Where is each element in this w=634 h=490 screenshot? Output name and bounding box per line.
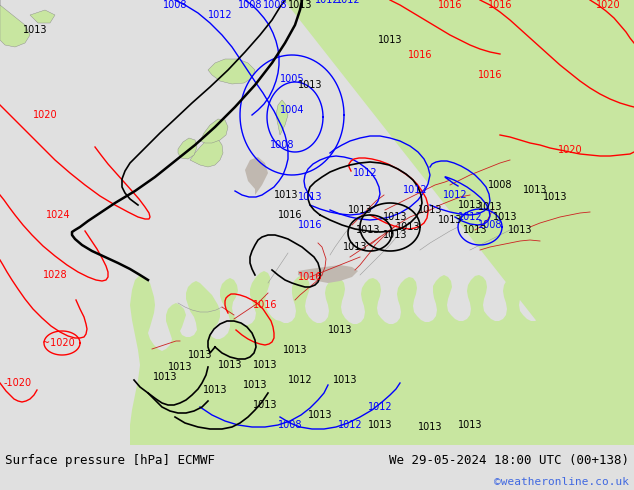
Polygon shape bbox=[276, 100, 288, 135]
Text: 1020: 1020 bbox=[558, 145, 582, 155]
Text: 1012: 1012 bbox=[335, 0, 360, 5]
Text: 1013: 1013 bbox=[396, 222, 420, 232]
Text: Surface pressure [hPa] ECMWF: Surface pressure [hPa] ECMWF bbox=[5, 454, 215, 467]
Text: 1008: 1008 bbox=[269, 140, 294, 150]
Polygon shape bbox=[208, 59, 255, 84]
Polygon shape bbox=[0, 0, 30, 47]
Text: 1013: 1013 bbox=[203, 385, 227, 395]
Text: 1008: 1008 bbox=[163, 0, 187, 10]
Text: 1013: 1013 bbox=[356, 225, 380, 235]
Text: 1013: 1013 bbox=[368, 420, 392, 430]
Text: 1013: 1013 bbox=[333, 375, 357, 385]
Text: 1012: 1012 bbox=[458, 212, 482, 222]
Text: 1013: 1013 bbox=[188, 350, 212, 360]
Text: 1013: 1013 bbox=[307, 410, 332, 420]
Text: 1012: 1012 bbox=[353, 168, 377, 178]
Polygon shape bbox=[245, 157, 268, 195]
Text: 1016: 1016 bbox=[437, 0, 462, 10]
Text: 1008: 1008 bbox=[478, 220, 502, 230]
Text: 1005: 1005 bbox=[280, 74, 304, 84]
Text: 1013: 1013 bbox=[253, 360, 277, 370]
Text: 1013: 1013 bbox=[458, 200, 482, 210]
Text: 1016: 1016 bbox=[253, 300, 277, 310]
Text: 1013: 1013 bbox=[328, 325, 353, 335]
Polygon shape bbox=[130, 0, 634, 445]
Text: 1013: 1013 bbox=[288, 0, 313, 10]
Polygon shape bbox=[200, 119, 228, 143]
Text: 1013: 1013 bbox=[383, 230, 407, 240]
Text: 1016: 1016 bbox=[478, 70, 502, 80]
Text: 1016: 1016 bbox=[278, 210, 302, 220]
Text: 1013: 1013 bbox=[418, 205, 443, 215]
Text: 1004: 1004 bbox=[280, 105, 304, 115]
Text: 1016: 1016 bbox=[298, 220, 322, 230]
Text: 1013: 1013 bbox=[348, 205, 372, 215]
Text: 1012: 1012 bbox=[403, 185, 427, 195]
Text: 1008: 1008 bbox=[488, 180, 512, 190]
Text: 1013: 1013 bbox=[543, 192, 567, 202]
Text: 1012: 1012 bbox=[338, 420, 362, 430]
Text: 1008: 1008 bbox=[262, 0, 287, 10]
Text: 1013: 1013 bbox=[253, 400, 277, 410]
Text: 1020: 1020 bbox=[596, 0, 620, 10]
Text: ~1020: ~1020 bbox=[42, 338, 74, 348]
Polygon shape bbox=[30, 10, 55, 23]
Text: 1013: 1013 bbox=[378, 35, 402, 45]
Text: 1013: 1013 bbox=[493, 212, 517, 222]
Text: -1020: -1020 bbox=[4, 378, 32, 388]
Polygon shape bbox=[190, 137, 223, 167]
Text: 1012: 1012 bbox=[443, 190, 467, 200]
Text: 1013: 1013 bbox=[298, 192, 322, 202]
Text: 1013: 1013 bbox=[283, 345, 307, 355]
Text: 1020: 1020 bbox=[33, 110, 57, 120]
Text: 1012: 1012 bbox=[368, 402, 392, 412]
Text: 1013: 1013 bbox=[274, 190, 298, 200]
Text: 1008: 1008 bbox=[238, 0, 262, 10]
Text: 1028: 1028 bbox=[42, 270, 67, 280]
Text: 1024: 1024 bbox=[46, 210, 70, 220]
Text: 1013: 1013 bbox=[478, 202, 502, 212]
Text: 1012: 1012 bbox=[208, 10, 232, 20]
Text: We 29-05-2024 18:00 UTC (00+138): We 29-05-2024 18:00 UTC (00+138) bbox=[389, 454, 629, 467]
Text: 1016: 1016 bbox=[488, 0, 512, 10]
Text: 1013: 1013 bbox=[168, 362, 192, 372]
Polygon shape bbox=[178, 138, 197, 159]
Text: 1013: 1013 bbox=[153, 372, 178, 382]
Text: 1013: 1013 bbox=[298, 80, 322, 90]
Text: 1013: 1013 bbox=[383, 212, 407, 222]
Text: 1008: 1008 bbox=[278, 420, 302, 430]
Text: 1013: 1013 bbox=[243, 380, 268, 390]
Text: 1013: 1013 bbox=[217, 360, 242, 370]
Polygon shape bbox=[298, 265, 358, 283]
Text: 1013: 1013 bbox=[437, 215, 462, 225]
Text: 1016: 1016 bbox=[408, 50, 432, 60]
Text: 1013: 1013 bbox=[418, 422, 443, 432]
Text: 1013: 1013 bbox=[463, 225, 488, 235]
Text: ©weatheronline.co.uk: ©weatheronline.co.uk bbox=[494, 477, 629, 487]
Text: 1016: 1016 bbox=[298, 272, 322, 282]
Text: 1013: 1013 bbox=[343, 242, 367, 252]
Text: 1013: 1013 bbox=[458, 420, 482, 430]
Text: 1013: 1013 bbox=[508, 225, 533, 235]
Text: 1012: 1012 bbox=[288, 375, 313, 385]
Text: 1013: 1013 bbox=[523, 185, 547, 195]
Text: 1012: 1012 bbox=[314, 0, 339, 5]
Text: 1013: 1013 bbox=[23, 25, 48, 35]
